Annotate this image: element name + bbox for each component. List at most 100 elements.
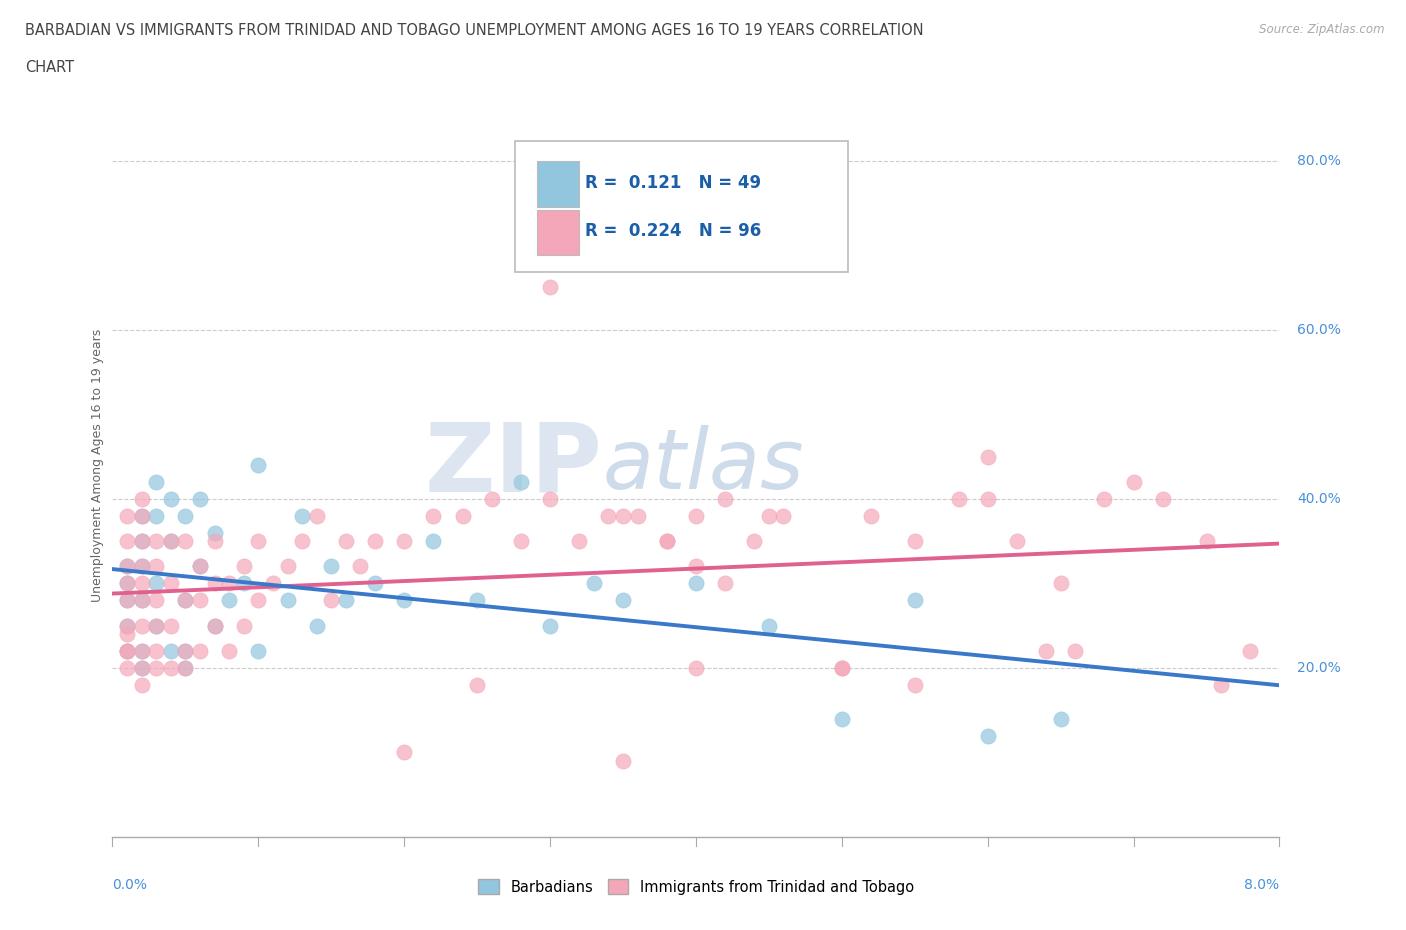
Point [582,576,605,591]
Point [276,559,298,574]
Point [145,509,167,524]
Point [831,711,853,726]
Point [218,644,240,658]
Point [131,534,153,549]
Point [145,644,167,658]
Point [145,592,167,607]
Point [131,644,153,658]
Text: 80.0%: 80.0% [1296,153,1341,167]
Point [145,618,167,633]
Point [131,677,153,692]
Point [160,618,183,633]
Point [262,576,284,591]
Text: CHART: CHART [25,60,75,75]
Point [465,677,488,692]
Point [115,627,138,642]
Point [145,534,167,549]
Point [218,592,240,607]
Text: 40.0%: 40.0% [1296,492,1341,506]
Point [131,592,153,607]
Point [115,534,138,549]
Point [1094,491,1116,506]
Point [422,509,444,524]
Point [655,534,678,549]
Point [335,534,357,549]
Point [685,509,707,524]
Point [321,592,343,607]
Text: R =  0.121   N = 49: R = 0.121 N = 49 [585,174,761,192]
Text: 60.0%: 60.0% [1296,323,1341,337]
Point [247,534,270,549]
Point [1209,677,1232,692]
Point [115,592,138,607]
Point [131,660,153,675]
Point [174,592,197,607]
Point [1152,491,1174,506]
Point [1049,576,1071,591]
Point [422,534,444,549]
Point [714,576,737,591]
Point [626,509,648,524]
Point [612,753,634,768]
Point [174,509,197,524]
Point [174,644,197,658]
Point [188,559,211,574]
Point [1239,644,1261,658]
Text: atlas: atlas [603,424,804,506]
Point [115,576,138,591]
Point [305,509,328,524]
Point [904,677,927,692]
Point [115,660,138,675]
Point [145,474,167,489]
Point [305,618,328,633]
Point [291,509,314,524]
Point [131,559,153,574]
Point [115,559,138,574]
Point [232,576,254,591]
Point [276,592,298,607]
Point [392,534,416,549]
Point [568,534,591,549]
Point [115,644,138,658]
Point [145,559,167,574]
Point [349,559,371,574]
Point [160,534,183,549]
Point [291,534,314,549]
Legend: Barbadians, Immigrants from Trinidad and Tobago: Barbadians, Immigrants from Trinidad and… [472,873,920,900]
Point [758,509,780,524]
Point [859,509,883,524]
Point [174,660,197,675]
Point [174,644,197,658]
Point [335,592,357,607]
Point [131,618,153,633]
Point [948,491,970,506]
Point [131,559,153,574]
Point [115,644,138,658]
Point [481,491,503,506]
Point [772,509,794,524]
Point [115,592,138,607]
Point [188,491,211,506]
Point [188,559,211,574]
Point [598,509,620,524]
Point [174,534,197,549]
Point [612,592,634,607]
Point [115,618,138,633]
Point [115,644,138,658]
Point [115,559,138,574]
Point [115,509,138,524]
Point [115,618,138,633]
Point [465,592,488,607]
Point [538,491,561,506]
Text: 0.0%: 0.0% [112,878,148,892]
Point [131,660,153,675]
Point [204,576,226,591]
Point [392,592,416,607]
Point [976,728,998,743]
Point [742,534,765,549]
Point [131,644,153,658]
Point [247,644,270,658]
Point [160,660,183,675]
Text: Source: ZipAtlas.com: Source: ZipAtlas.com [1260,23,1385,36]
Point [188,644,211,658]
